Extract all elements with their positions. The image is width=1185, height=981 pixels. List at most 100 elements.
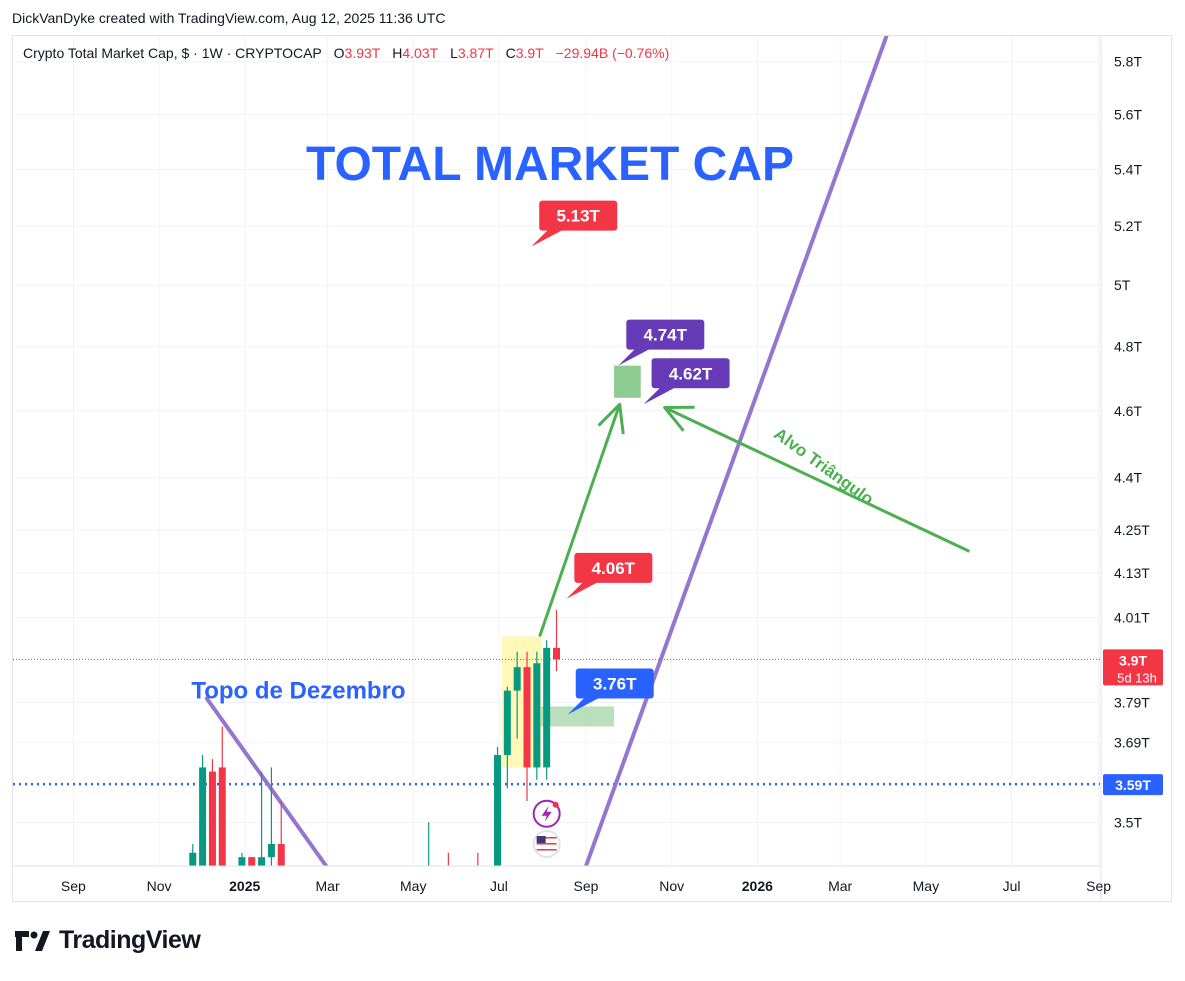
lightning-glyph xyxy=(541,805,552,822)
candle-body xyxy=(199,767,207,866)
candle-body xyxy=(523,667,531,768)
x-tick-label: Sep xyxy=(1086,878,1111,894)
x-tick-label: May xyxy=(913,878,939,894)
callout-text: 4.62T xyxy=(669,364,713,383)
low-label: L xyxy=(450,45,458,61)
callout-text: 4.06T xyxy=(592,559,636,578)
callout-pointer xyxy=(567,696,602,715)
callout-box xyxy=(574,552,653,583)
arrow-head xyxy=(597,402,625,435)
candle xyxy=(513,651,521,739)
candle xyxy=(543,640,551,780)
x-tick-label: Nov xyxy=(659,878,684,894)
zone-target xyxy=(614,365,641,398)
notification-dot xyxy=(552,801,559,808)
callout-text: 4.74T xyxy=(644,326,688,345)
candle-body xyxy=(503,690,511,756)
callout-box xyxy=(626,319,705,350)
support-price-tag-bg xyxy=(1103,774,1163,796)
chart-credit: DickVanDyke created with TradingView.com… xyxy=(12,10,446,26)
candle xyxy=(523,651,531,801)
y-tick-label: 3.69T xyxy=(1114,735,1150,751)
candle-body xyxy=(248,857,256,866)
candle xyxy=(533,651,541,780)
candle-body xyxy=(267,844,275,858)
zone-support xyxy=(536,706,615,727)
candle xyxy=(553,610,560,672)
chart-frame xyxy=(12,35,1172,902)
candle-body xyxy=(189,852,197,866)
candle xyxy=(503,686,511,789)
high-value: 4.03T xyxy=(402,45,439,61)
high-label: H xyxy=(392,45,403,61)
arrow-shaft xyxy=(663,406,971,553)
callout-label: 4.62T xyxy=(643,358,730,405)
annotation-text: Topo de Dezembro xyxy=(191,678,405,705)
candle xyxy=(208,759,216,866)
x-tick-label: Mar xyxy=(316,878,340,894)
candle xyxy=(258,771,266,866)
close-value: 3.9T xyxy=(515,45,544,61)
flag-stripe xyxy=(536,837,557,839)
time-axis: Sep Nov 2025 Mar May Jul Sep Nov 2026 Mar May Jul Se… xyxy=(13,865,1111,894)
event-icons xyxy=(532,799,561,859)
y-tick-label: 5.2T xyxy=(1114,218,1142,234)
callout-label: 3.76T xyxy=(567,668,654,715)
callout-label: 4.06T xyxy=(566,552,653,599)
y-tick-label: 3.5T xyxy=(1114,814,1142,830)
y-tick-label: 5.6T xyxy=(1114,107,1142,123)
callout-box xyxy=(651,358,730,389)
arrow-target-arrow xyxy=(663,405,971,553)
candle xyxy=(189,844,197,866)
us-flag-icon xyxy=(532,830,561,859)
y-tick-label: 4.8T xyxy=(1114,339,1142,355)
y-tick-label: 3.79T xyxy=(1114,694,1150,710)
y-tick-label: 4.4T xyxy=(1114,470,1142,486)
close-label: C xyxy=(505,45,516,61)
x-tick-label: 2026 xyxy=(742,878,773,894)
x-tick-label: Nov xyxy=(147,878,172,894)
candle-body xyxy=(494,755,502,866)
candle-body xyxy=(553,647,560,660)
open-value: 3.93T xyxy=(344,45,381,61)
change-value: −29.94B (−0.76%) xyxy=(555,45,670,61)
callout-pointer xyxy=(566,580,601,599)
price-axis: 5.8T 5.6T 5.4T 5.2T 5T 4.8T 4.6T 4.4T 4.25T 4.13T… xyxy=(1100,36,1163,901)
candle-body xyxy=(218,767,226,866)
y-tick-label: 4.13T xyxy=(1114,565,1150,581)
current-price-tag-countdown: 5d 13h xyxy=(1117,670,1157,685)
trendlines xyxy=(204,36,889,866)
candle xyxy=(428,822,430,866)
callout-box xyxy=(539,200,618,231)
tradingview-logo[interactable]: TradingView xyxy=(15,926,201,955)
candle-body xyxy=(543,647,551,768)
current-price-tag-text: 3.9T xyxy=(1119,652,1147,668)
current-price-tag: 3.9T 5d 13h xyxy=(1103,649,1163,686)
x-tick-label: Jul xyxy=(490,878,508,894)
callout-text: 3.76T xyxy=(593,674,637,693)
y-tick-label: 4.6T xyxy=(1114,403,1142,419)
x-tick-label: Jul xyxy=(1003,878,1021,894)
candle xyxy=(277,800,285,866)
candle-body xyxy=(513,667,521,691)
open-label: O xyxy=(333,45,345,61)
y-tick-label: 4.25T xyxy=(1114,522,1150,538)
low-value: 3.87T xyxy=(457,45,494,61)
callout-pointer xyxy=(531,228,566,247)
x-tick-label: Mar xyxy=(828,878,852,894)
candle-body xyxy=(229,902,236,911)
trendline-channel xyxy=(583,36,889,866)
candle xyxy=(199,755,207,866)
flag-stripe xyxy=(536,840,557,842)
callouts: 5.13T 4.74T 4.62T 4.06T 3.76T xyxy=(531,200,730,715)
callout-label: 4.74T xyxy=(618,319,705,366)
candle xyxy=(218,726,226,866)
candle-body xyxy=(445,866,452,888)
arrows xyxy=(538,402,971,637)
x-tick-label: Sep xyxy=(61,878,86,894)
candle-body xyxy=(474,866,481,888)
arrow-shaft xyxy=(538,403,622,637)
symbol-name: Crypto Total Market Cap, $ · 1W · CRYPTO… xyxy=(23,45,322,61)
candle xyxy=(238,852,246,866)
